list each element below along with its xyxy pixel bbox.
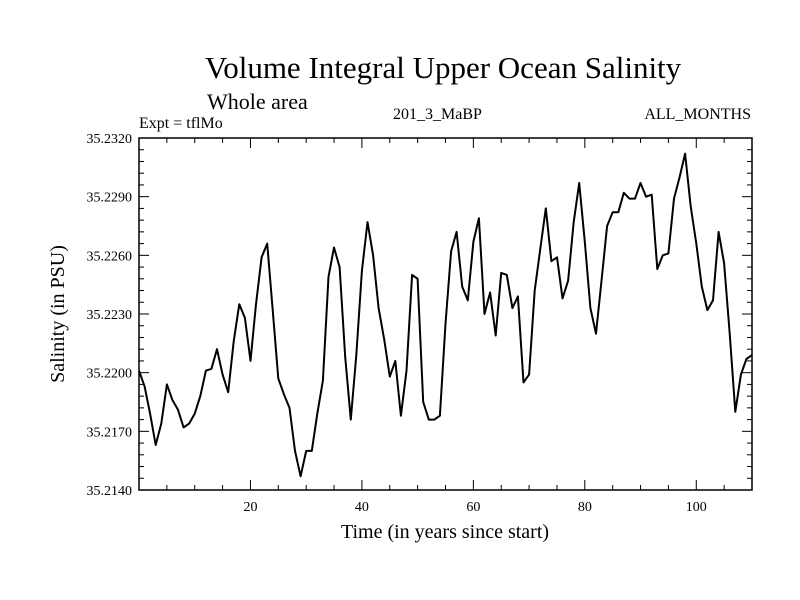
x-tick-label: 40 bbox=[355, 500, 369, 515]
y-tick-label: 35.2230 bbox=[87, 308, 133, 323]
chart-title: Volume Integral Upper Ocean Salinity bbox=[204, 50, 682, 85]
x-tick-label: 60 bbox=[466, 500, 480, 515]
x-tick-label: 80 bbox=[578, 500, 592, 515]
run-label: 201_3_MaBP bbox=[393, 106, 482, 123]
x-tick-label: 20 bbox=[243, 500, 257, 515]
chart-subtitle: Whole area bbox=[207, 89, 308, 114]
y-tick-label: 35.2140 bbox=[87, 484, 133, 499]
y-tick-label: 35.2260 bbox=[87, 249, 133, 264]
x-tick-label: 100 bbox=[686, 500, 707, 515]
x-axis-label: Time (in years since start) bbox=[341, 521, 549, 543]
y-tick-label: 35.2320 bbox=[87, 132, 133, 147]
months-label: ALL_MONTHS bbox=[644, 106, 751, 123]
y-axis-label: Salinity (in PSU) bbox=[47, 245, 69, 383]
salinity-series-line bbox=[138, 152, 753, 478]
y-tick-label: 35.2170 bbox=[87, 425, 133, 440]
y-tick-label: 35.2290 bbox=[87, 191, 133, 206]
experiment-label: Expt = tflMo bbox=[139, 115, 223, 132]
y-tick-labels: 35.2140 35.2170 35.2200 35.2230 35.2260 35.22… bbox=[87, 132, 133, 499]
plot-frame bbox=[138, 137, 753, 491]
x-tick-labels: 20 40 60 80 100 bbox=[243, 500, 706, 515]
axis-ticks bbox=[139, 137, 752, 491]
y-tick-label: 35.2200 bbox=[87, 367, 133, 382]
